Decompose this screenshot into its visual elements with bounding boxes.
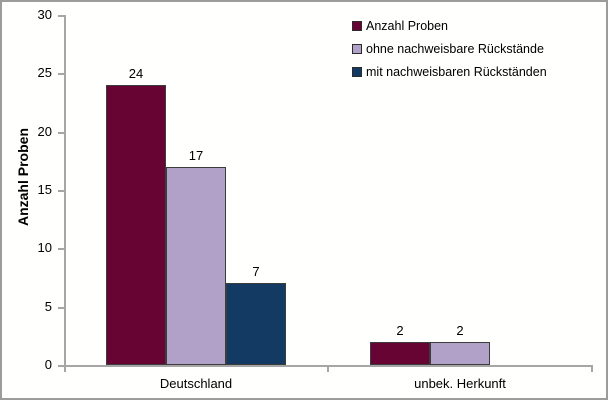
bar-value-label: 24 (128, 66, 144, 81)
y-tick-mark (58, 306, 64, 309)
legend-item: mit nachweisbaren Rückständen (352, 60, 547, 83)
x-tick-mark (327, 365, 329, 372)
bar-value-label: 17 (188, 147, 204, 163)
y-tick-label: 30 (37, 7, 52, 22)
bar (370, 341, 430, 365)
bar-value-label: 7 (252, 264, 260, 280)
bar (166, 166, 226, 365)
y-tick-label: 5 (44, 298, 52, 314)
y-tick-label: 10 (37, 240, 52, 256)
bar (106, 85, 166, 365)
legend: Anzahl Proben ohne nachweisbare Rückständ… (352, 14, 547, 83)
bar-value-label: 2 (396, 322, 404, 338)
y-tick-mark (58, 248, 64, 251)
legend-label: ohne nachweisbare Rückstände (366, 41, 544, 56)
bar (226, 283, 286, 365)
y-tick-label: 15 (37, 182, 52, 197)
legend-swatch (352, 66, 362, 77)
y-axis-line (64, 15, 66, 372)
y-tick-mark (58, 365, 64, 367)
legend-item: ohne nachweisbare Rückstände (352, 37, 547, 60)
y-tick-label: 25 (37, 65, 52, 81)
y-tick-mark (58, 73, 64, 76)
legend-swatch (352, 43, 362, 54)
bar-value-label: 2 (456, 322, 464, 338)
category-label: Deutschland (159, 376, 233, 391)
legend-swatch (352, 20, 362, 31)
y-tick-label: 0 (44, 357, 52, 372)
y-tick-label: 20 (37, 123, 52, 139)
bar (430, 341, 490, 365)
legend-label: mit nachweisbaren Rückständen (366, 64, 547, 79)
category-label: unbek. Herkunft (414, 376, 506, 391)
y-tick-mark (58, 190, 64, 192)
legend-label: Anzahl Proben (366, 18, 449, 33)
y-tick-mark (58, 131, 64, 134)
x-tick-mark (591, 365, 593, 372)
y-tick-mark (58, 15, 64, 17)
legend-item: Anzahl Proben (352, 14, 547, 37)
